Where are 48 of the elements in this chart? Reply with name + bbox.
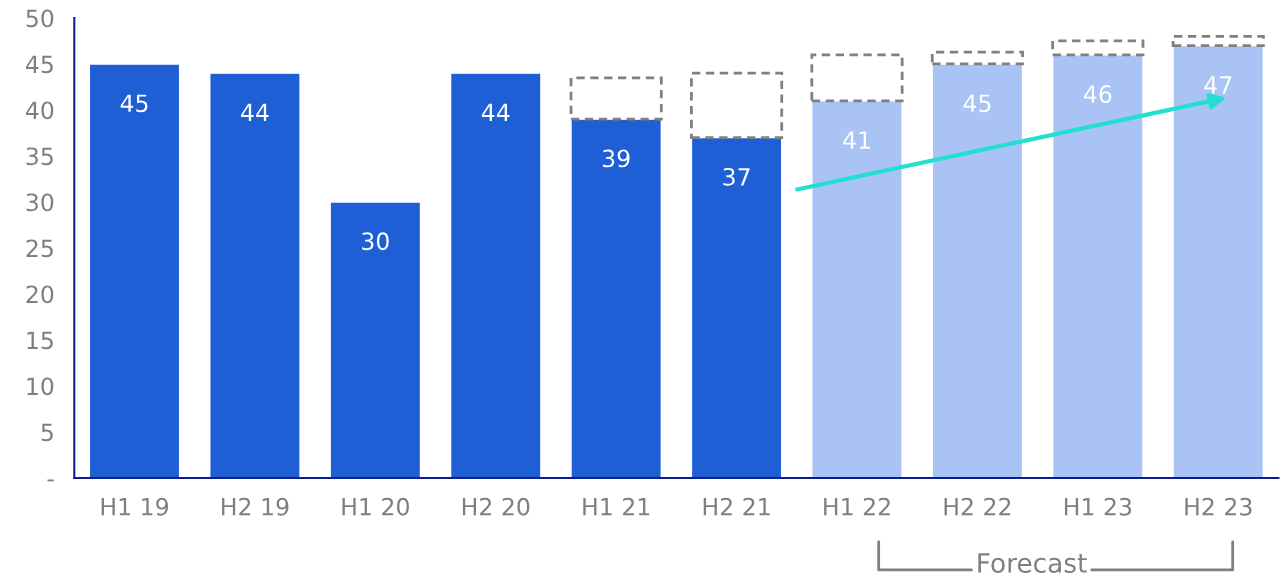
y-tick-label: 5 — [41, 423, 53, 442]
x-tick-label: H1 19 — [101, 497, 169, 516]
y-tick-label: - — [47, 479, 54, 482]
data-label: 39 — [602, 149, 630, 168]
x-tick-label: H2 19 — [222, 497, 289, 516]
data-label: 47 — [1204, 76, 1232, 94]
x-tick-label: H2 22 — [944, 497, 1011, 516]
y-tick-label: 30 — [26, 193, 54, 212]
data-label: 44 — [481, 103, 510, 122]
data-label: 41 — [843, 131, 870, 149]
bar — [329, 201, 422, 478]
bar — [209, 72, 301, 478]
y-tick-label: 10 — [27, 377, 54, 396]
y-tick-label: 40 — [25, 101, 54, 120]
x-tick-label: H1 20 — [342, 497, 409, 516]
bar — [1051, 54, 1144, 478]
data-label: 30 — [362, 232, 389, 251]
data-label: 37 — [723, 167, 750, 186]
text: Forecast — [978, 553, 1087, 573]
bar — [930, 50, 1024, 66]
bar — [569, 76, 663, 121]
bar — [570, 118, 663, 478]
x-tick-label: H2 20 — [462, 497, 530, 516]
bar — [810, 53, 904, 103]
y-tick-label: 25 — [26, 239, 53, 258]
x-tick-label: H1 21 — [583, 497, 650, 516]
x-tick-label: H2 23 — [1185, 497, 1252, 516]
bar — [690, 136, 783, 478]
y-tick-label: 35 — [26, 147, 53, 166]
data-label: 46 — [1083, 85, 1112, 103]
bar — [931, 63, 1024, 478]
bar — [1172, 44, 1265, 478]
bar — [88, 63, 181, 478]
bar — [449, 72, 542, 478]
y-tick-label: 20 — [26, 285, 54, 304]
x-tick-label: H2 21 — [703, 497, 770, 516]
bar — [1051, 39, 1145, 57]
x-tick-label: H1 22 — [824, 497, 890, 516]
bar — [690, 71, 784, 139]
bar — [1171, 34, 1265, 47]
y-tick-label: 15 — [27, 331, 53, 350]
y-tick-label: 45 — [25, 55, 53, 74]
data-label: 45 — [963, 94, 991, 113]
data-label: 45 — [120, 94, 148, 113]
data-label: 44 — [241, 103, 269, 122]
y-tick-label: 50 — [26, 9, 54, 28]
x-tick-label: H1 23 — [1064, 497, 1132, 516]
bar — [811, 100, 903, 478]
